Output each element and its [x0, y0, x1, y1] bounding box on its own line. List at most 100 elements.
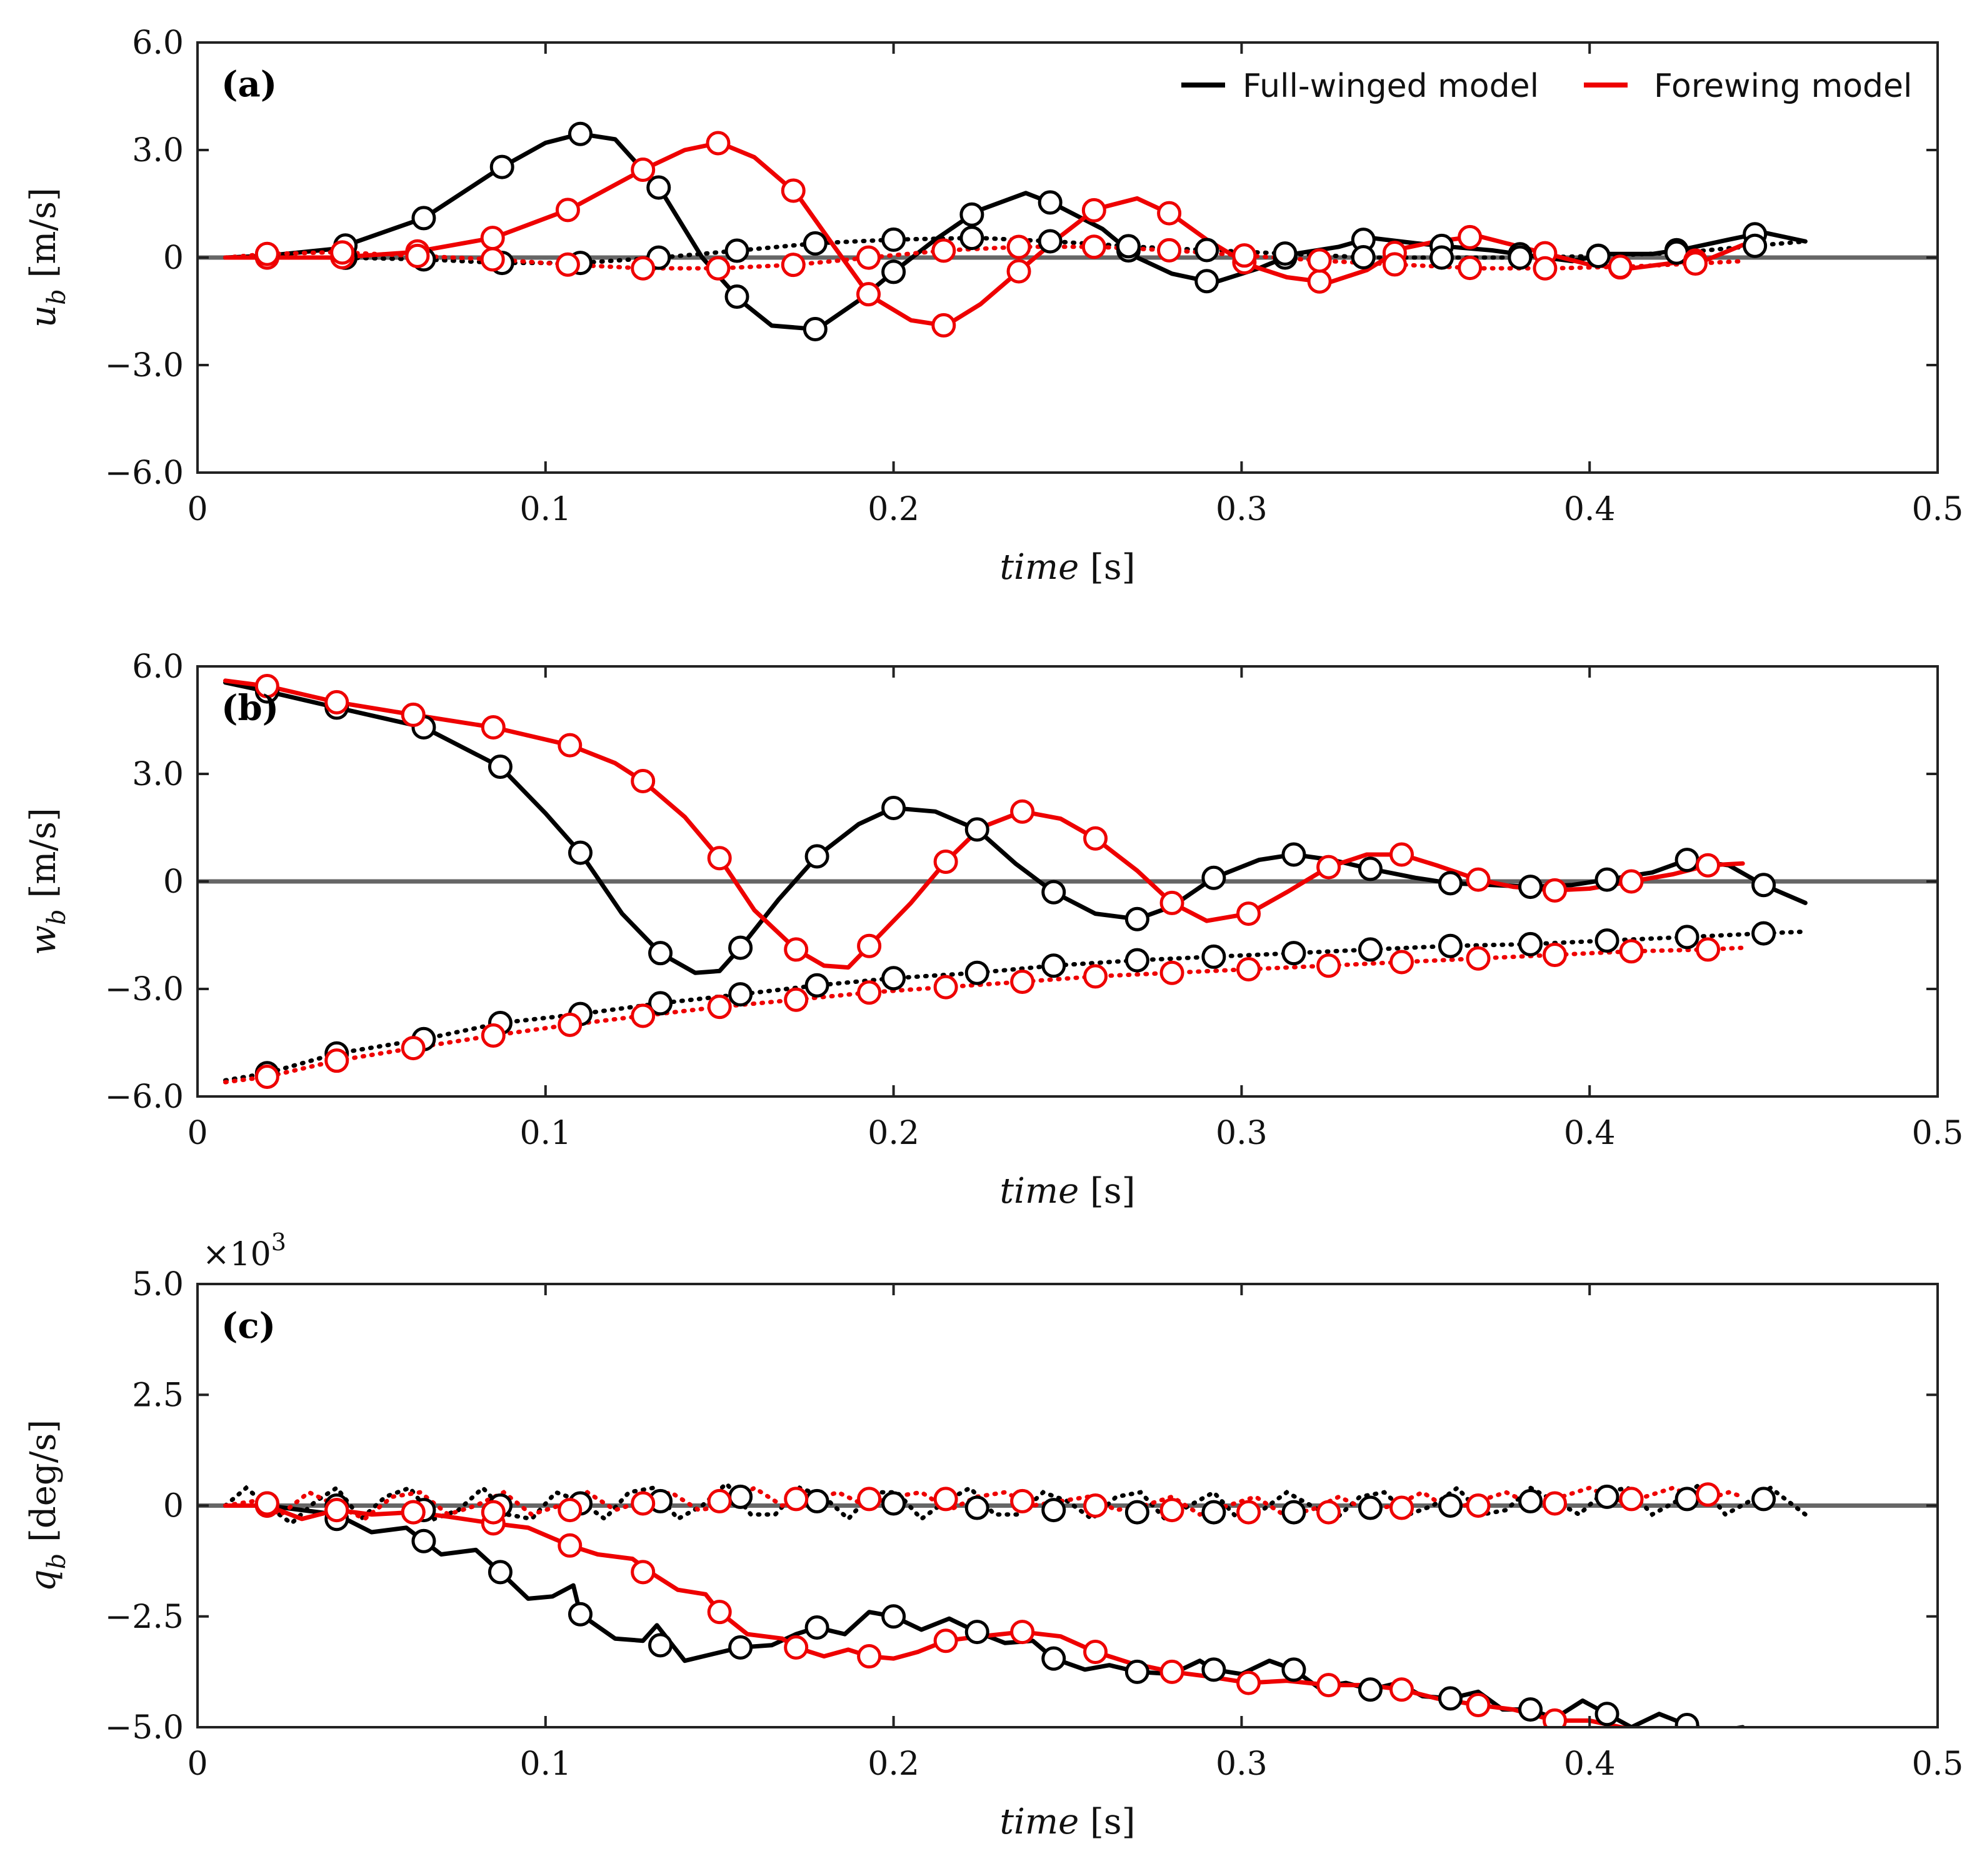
- marker-fore: [1083, 964, 1108, 989]
- marker-fore: [254, 1491, 279, 1516]
- marker-full: [1751, 873, 1776, 898]
- marker-fore: [631, 1491, 656, 1516]
- marker-fore: [1543, 878, 1568, 903]
- y-axis-label: qb [deg/s]: [23, 1420, 71, 1592]
- marker-fore: [1157, 238, 1182, 263]
- marker-fore: [631, 768, 656, 793]
- marker-full: [568, 121, 593, 146]
- marker-full: [1124, 1500, 1149, 1525]
- x-tick-label: 0.3: [1216, 1115, 1268, 1152]
- panel-u: 0 0.1 0.2 0.3 0.4 0.5 −6.0 −3.0 0 3.0 6.0 time [s] u…: [23, 24, 1963, 588]
- marker-fore: [1010, 799, 1035, 824]
- x-tick-label: 0.5: [1912, 491, 1964, 528]
- marker-fore: [1316, 953, 1341, 978]
- marker-full: [1038, 229, 1063, 254]
- x-tick-label: 0.2: [868, 491, 919, 528]
- marker-fore: [1083, 826, 1108, 851]
- marker-full: [648, 991, 673, 1016]
- x-tick-label: 0.1: [519, 1745, 571, 1783]
- marker-fore: [1543, 1708, 1568, 1727]
- marker-full: [964, 1495, 989, 1520]
- marker-fore: [1683, 251, 1708, 276]
- marker-full: [728, 982, 753, 1007]
- marker-fore: [254, 241, 279, 266]
- marker-full: [568, 840, 593, 865]
- marker-fore: [481, 715, 506, 740]
- marker-fore: [1316, 855, 1341, 880]
- marker-full: [1358, 1495, 1383, 1520]
- panel-q: 0 0.1 0.2 0.3 0.4 0.5 −5.0 −2.5 0 2.5 5.0 time [s] q…: [23, 1228, 1963, 1842]
- x-tick-label: 0.1: [519, 1115, 571, 1152]
- marker-full: [1594, 867, 1619, 892]
- marker-full: [1518, 875, 1543, 900]
- marker-full: [1518, 1488, 1543, 1513]
- marker-full: [1281, 941, 1306, 966]
- marker-fore: [784, 1635, 809, 1660]
- y-tick-label: −2.5: [105, 1598, 184, 1636]
- marker-full: [411, 1528, 436, 1553]
- marker-fore: [558, 1533, 583, 1558]
- marker-fore: [784, 1487, 809, 1512]
- marker-fore: [631, 1560, 656, 1585]
- marker-fore: [933, 975, 958, 1000]
- y-tick-label: 6.0: [132, 648, 184, 686]
- marker-fore: [931, 313, 956, 338]
- series-full-solid: [223, 131, 1808, 332]
- series-full-dotted: [223, 235, 1808, 266]
- marker-full: [1351, 244, 1376, 269]
- marker-full: [1508, 245, 1533, 270]
- marker-full: [1751, 921, 1776, 946]
- marker-full: [804, 973, 829, 998]
- marker-fore: [933, 849, 958, 874]
- marker-fore: [401, 702, 426, 727]
- marker-full: [804, 1488, 829, 1513]
- marker-full: [1281, 842, 1306, 867]
- marker-fore: [707, 995, 732, 1020]
- series-fore-solid: [223, 678, 1745, 970]
- marker-fore: [558, 733, 583, 758]
- marker-fore: [707, 846, 732, 871]
- marker-fore: [631, 1003, 656, 1028]
- marker-fore: [1466, 1693, 1491, 1718]
- marker-full: [1201, 1657, 1226, 1682]
- y-tick-label: 0: [163, 1488, 184, 1525]
- marker-fore: [1696, 1482, 1721, 1507]
- marker-full: [728, 1635, 753, 1660]
- marker-fore: [1081, 198, 1106, 223]
- marker-full: [724, 238, 749, 263]
- marker-fore: [558, 1012, 583, 1037]
- marker-full: [1201, 865, 1226, 890]
- marker-full: [1438, 933, 1463, 958]
- x-tick-label: 0.2: [868, 1115, 919, 1152]
- marker-full: [1358, 856, 1383, 881]
- marker-full: [1674, 1487, 1699, 1512]
- marker-full: [1201, 1500, 1226, 1525]
- marker-full: [881, 1491, 906, 1516]
- marker-fore: [1159, 960, 1184, 985]
- marker-fore: [1006, 234, 1031, 259]
- plot-area: [223, 121, 1808, 341]
- marker-fore: [1458, 224, 1483, 249]
- marker-full: [1594, 928, 1619, 953]
- marker-fore: [707, 1488, 732, 1513]
- marker-full: [881, 227, 906, 252]
- x-tick-label: 0: [187, 491, 208, 528]
- marker-fore: [1236, 901, 1261, 926]
- marker-fore: [1316, 1673, 1341, 1698]
- marker-full: [881, 966, 906, 991]
- marker-fore: [1236, 1670, 1261, 1695]
- y-axis-label: ub [m/s]: [23, 188, 71, 328]
- marker-full: [881, 1604, 906, 1629]
- marker-full: [803, 231, 828, 256]
- x-tick-label: 0.3: [1216, 1745, 1268, 1783]
- marker-full: [964, 817, 989, 842]
- marker-fore: [330, 240, 355, 265]
- marker-fore: [481, 1023, 506, 1048]
- marker-full: [1358, 937, 1383, 962]
- marker-fore: [1006, 259, 1031, 284]
- marker-full: [1438, 871, 1463, 896]
- series-full-dotted: [223, 929, 1808, 1083]
- marker-fore: [555, 252, 580, 277]
- marker-fore: [706, 256, 731, 281]
- marker-full: [964, 960, 989, 985]
